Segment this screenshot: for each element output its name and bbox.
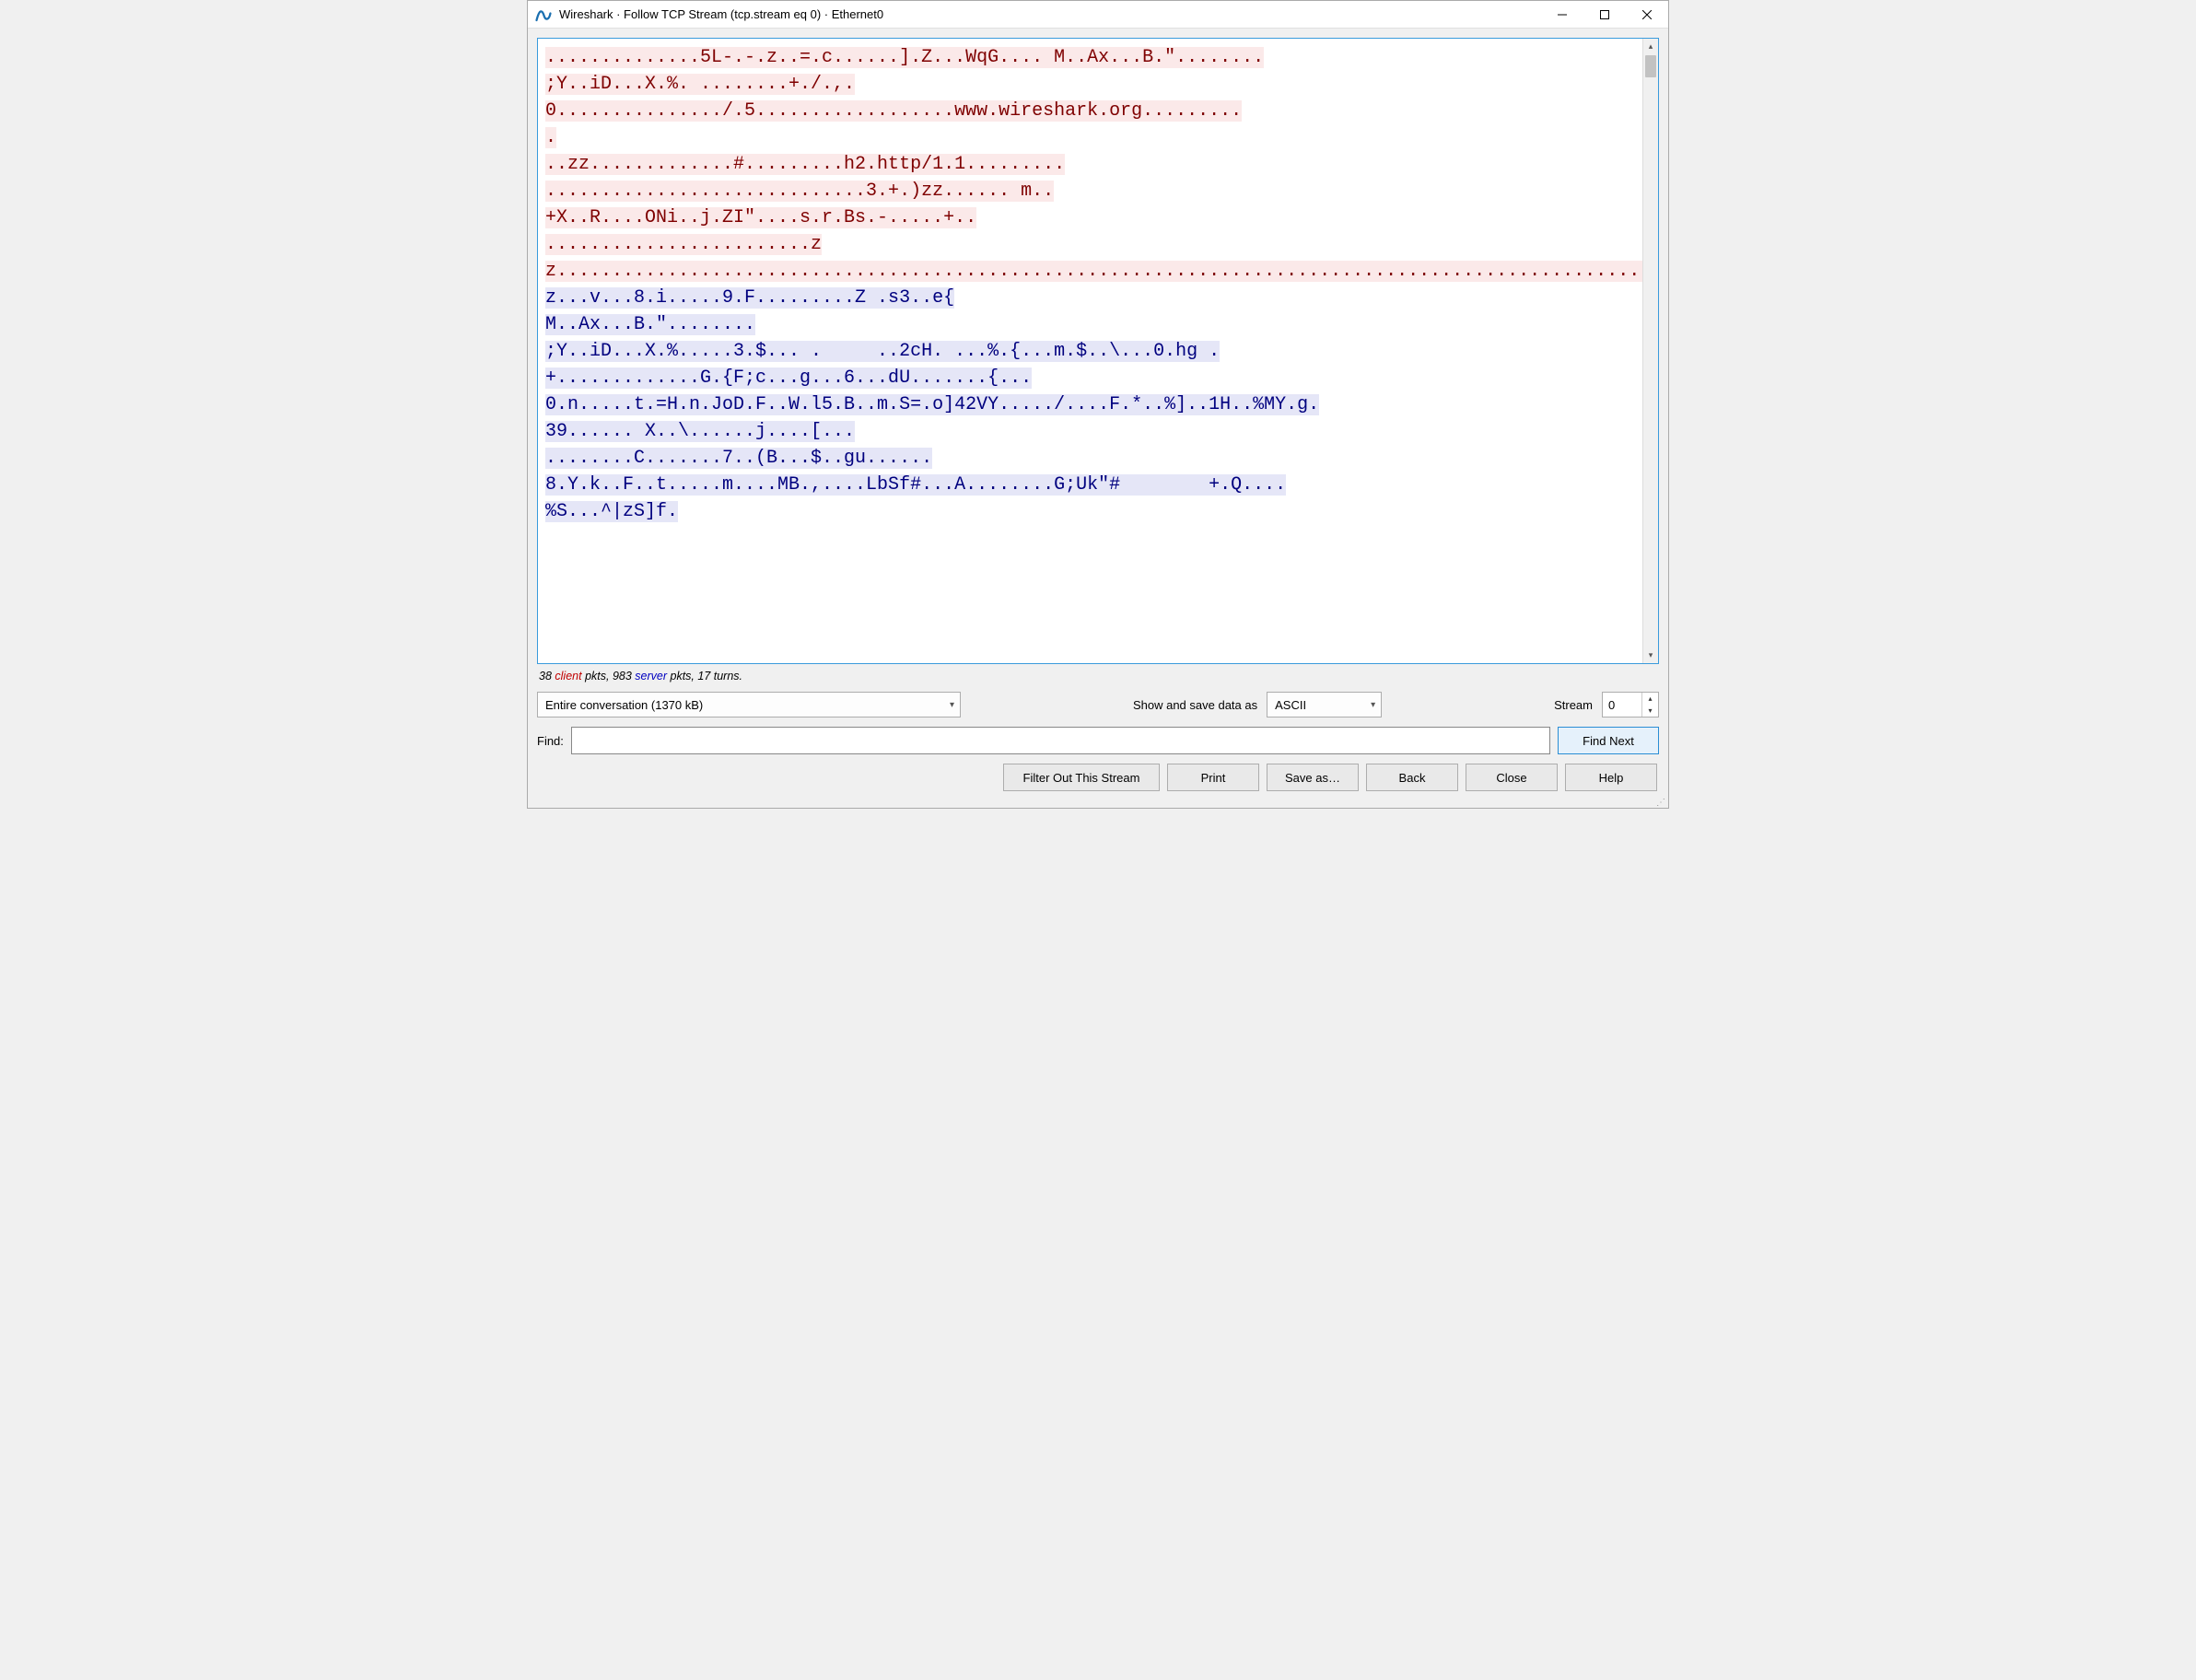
client-segment: ..zz.............#.........h2.http/1.1..…	[545, 154, 1065, 228]
maximize-button[interactable]	[1583, 1, 1626, 28]
help-label: Help	[1599, 771, 1624, 785]
find-row: Find: Find Next	[537, 727, 1659, 754]
chevron-down-icon: ▾	[1371, 700, 1375, 710]
stream-text[interactable]: ..............5L-.-.z..=.c......].Z...Wq…	[538, 39, 1658, 663]
format-value: ASCII	[1275, 698, 1306, 712]
client-pkt-count: 38	[539, 670, 552, 682]
client-segment: ........................zz..............…	[545, 234, 1658, 282]
bottom-button-row: Filter Out This Stream Print Save as… Ba…	[537, 764, 1659, 791]
chevron-down-icon: ▾	[950, 700, 954, 710]
back-button[interactable]: Back	[1366, 764, 1458, 791]
dialog-window: Wireshark · Follow TCP Stream (tcp.strea…	[527, 0, 1669, 809]
wireshark-icon	[535, 6, 552, 23]
content-area: ..............5L-.-.z..=.c......].Z...Wq…	[528, 29, 1668, 800]
server-word: server	[635, 670, 667, 682]
back-label: Back	[1399, 771, 1426, 785]
server-segment: 8.Y.k..F..t.....m....MB.,....LbSf#...A..…	[545, 474, 1286, 522]
help-button[interactable]: Help	[1565, 764, 1657, 791]
stream-number-value: 0	[1603, 698, 1641, 712]
window-controls	[1541, 1, 1668, 28]
server-segment: ;Y..iD...X.%.....3.$... . ..2cH. ...%.{.…	[545, 341, 1220, 389]
find-next-label: Find Next	[1583, 734, 1634, 748]
vertical-scrollbar[interactable]: ▴ ▾	[1642, 39, 1658, 663]
show-as-label: Show and save data as	[1133, 698, 1257, 712]
print-label: Print	[1201, 771, 1226, 785]
server-segment: ........C.......7..(B...$..gu......	[545, 448, 932, 469]
close-button[interactable]: Close	[1466, 764, 1558, 791]
resize-grip[interactable]: ⋰	[528, 800, 1668, 808]
server-pkt-count: 983	[613, 670, 632, 682]
window-title: Wireshark · Follow TCP Stream (tcp.strea…	[559, 7, 1541, 21]
stats-tail: pkts, 17 turns.	[671, 670, 743, 682]
find-input[interactable]	[571, 727, 1550, 754]
client-word: client	[555, 670, 581, 682]
conversation-value: Entire conversation (1370 kB)	[545, 698, 703, 712]
filter-out-label: Filter Out This Stream	[1023, 771, 1140, 785]
stats-mid1: pkts,	[585, 670, 613, 682]
minimize-button[interactable]	[1541, 1, 1583, 28]
filter-out-button[interactable]: Filter Out This Stream	[1003, 764, 1160, 791]
packet-stats: 38 client pkts, 983 server pkts, 17 turn…	[539, 670, 1657, 682]
scroll-down-icon[interactable]: ▾	[1643, 648, 1658, 663]
server-segment: 0.n.....t.=H.n.JoD.F..W.l5.B..m.S=.o]42V…	[545, 394, 1319, 442]
client-segment: ..............5L-.-.z..=.c......].Z...Wq…	[545, 47, 1264, 148]
stream-number-spinner[interactable]: 0 ▴ ▾	[1602, 692, 1659, 718]
spinner-down-icon[interactable]: ▾	[1642, 705, 1658, 717]
stream-label: Stream	[1554, 698, 1593, 712]
save-as-button[interactable]: Save as…	[1267, 764, 1359, 791]
spinner-up-icon[interactable]: ▴	[1642, 693, 1658, 705]
find-label: Find:	[537, 734, 564, 748]
close-window-button[interactable]	[1626, 1, 1668, 28]
conversation-combo[interactable]: Entire conversation (1370 kB) ▾	[537, 692, 961, 718]
find-next-button[interactable]: Find Next	[1558, 727, 1659, 754]
print-button[interactable]: Print	[1167, 764, 1259, 791]
format-combo[interactable]: ASCII ▾	[1267, 692, 1382, 718]
scroll-up-icon[interactable]: ▴	[1643, 39, 1658, 54]
scroll-thumb[interactable]	[1645, 55, 1656, 77]
close-label: Close	[1496, 771, 1526, 785]
controls-row: Entire conversation (1370 kB) ▾ Show and…	[537, 692, 1659, 718]
save-as-label: Save as…	[1285, 771, 1340, 785]
stream-text-panel: ..............5L-.-.z..=.c......].Z...Wq…	[537, 38, 1659, 664]
titlebar: Wireshark · Follow TCP Stream (tcp.strea…	[528, 1, 1668, 29]
